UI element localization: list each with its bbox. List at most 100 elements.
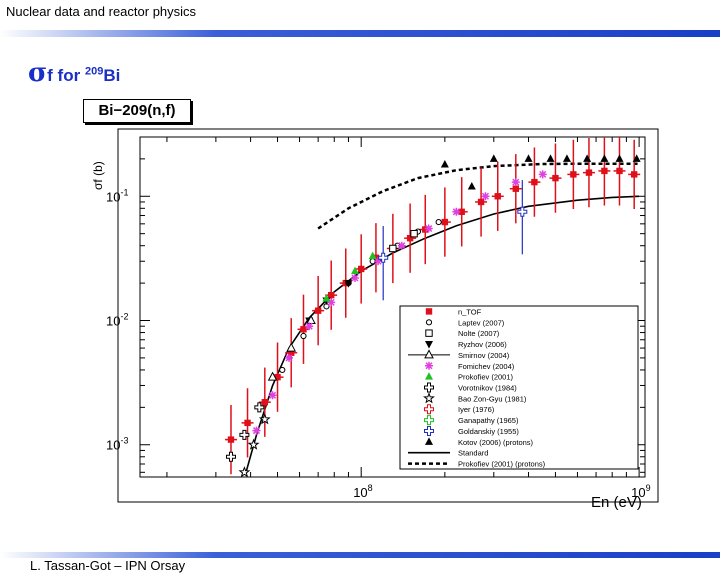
data-point xyxy=(300,332,307,340)
data-point xyxy=(374,257,383,266)
legend-marker xyxy=(425,372,433,380)
data-point xyxy=(630,171,638,178)
legend-label: Iyer (1976) xyxy=(458,405,495,414)
data-point xyxy=(244,419,251,427)
legend-label: Fomichev (2004) xyxy=(458,362,515,371)
legend-marker xyxy=(424,425,434,436)
legend-marker xyxy=(425,361,433,370)
data-point xyxy=(279,366,286,374)
data-point xyxy=(322,294,331,302)
data-point xyxy=(424,224,433,233)
data-point xyxy=(305,322,314,331)
data-point xyxy=(511,178,520,187)
data-point xyxy=(406,234,414,242)
data-point xyxy=(267,371,278,381)
data-point xyxy=(286,342,297,352)
data-point xyxy=(238,466,251,477)
data-point xyxy=(632,154,641,162)
legend-marker xyxy=(425,329,433,337)
legend-label: Standard xyxy=(458,449,488,458)
element-symbol: Bi xyxy=(103,66,121,85)
data-point xyxy=(435,218,442,226)
data-point xyxy=(247,438,260,450)
legend-label: Prokofiev (2001) (protons) xyxy=(458,460,546,469)
legend-label: Kotov (2006) (protons) xyxy=(458,438,534,447)
legend-marker xyxy=(424,404,434,415)
data-point xyxy=(615,154,624,162)
data-point xyxy=(538,170,547,179)
data-point xyxy=(467,181,476,190)
data-point xyxy=(477,198,485,206)
data-point xyxy=(601,167,608,175)
data-point xyxy=(368,251,377,260)
data-point xyxy=(351,273,359,282)
data-point xyxy=(410,229,418,238)
data-point xyxy=(274,373,281,381)
legend-marker xyxy=(425,341,433,349)
legend-marker xyxy=(424,415,434,426)
data-layer xyxy=(224,137,641,477)
sigma-symbol: σ xyxy=(28,58,48,88)
footer-divider xyxy=(0,552,720,558)
data-point xyxy=(562,154,571,162)
header-divider xyxy=(0,30,720,37)
data-point xyxy=(552,174,559,182)
data-point xyxy=(357,265,365,273)
data-point xyxy=(546,154,555,162)
data-point xyxy=(452,207,461,216)
series-curve xyxy=(317,162,640,230)
data-point xyxy=(327,298,336,307)
data-point xyxy=(397,241,406,250)
legend-marker xyxy=(425,437,433,445)
data-point xyxy=(517,206,528,217)
legend-marker xyxy=(423,392,435,404)
data-point xyxy=(328,291,335,299)
data-point xyxy=(389,244,397,253)
y-axis-label: σf (b) xyxy=(91,161,105,190)
data-point xyxy=(600,154,609,162)
data-point xyxy=(344,280,353,288)
legend-marker xyxy=(424,382,434,393)
data-point xyxy=(288,349,295,356)
data-point xyxy=(350,266,359,275)
footer-credit: L. Tassan-Got – IPN Orsay xyxy=(30,558,186,573)
data-point xyxy=(252,426,261,435)
data-point xyxy=(239,429,250,440)
data-point xyxy=(531,178,538,186)
legend-label: Ryzhov (2006) xyxy=(458,340,507,349)
data-point xyxy=(570,171,577,178)
legend-label: n_TOF xyxy=(458,307,482,316)
legend-label: Goldanskiy (1955) xyxy=(458,427,519,436)
legend-label: Prokofiev (2001) xyxy=(458,373,514,382)
data-point xyxy=(258,413,271,425)
legend-label: Laptev (2007) xyxy=(458,318,505,327)
data-point xyxy=(440,160,449,168)
legend-label: Bao Zon-Gyu (1981) xyxy=(458,394,527,403)
slide-title: σf for 209Bi xyxy=(28,58,120,88)
data-point xyxy=(524,154,533,162)
data-point xyxy=(616,167,623,175)
data-point xyxy=(314,307,322,314)
data-point xyxy=(261,399,269,406)
data-point xyxy=(300,326,307,333)
data-point xyxy=(583,154,592,162)
data-point xyxy=(268,391,277,400)
data-point xyxy=(512,185,519,192)
data-point xyxy=(489,154,498,162)
legend-label: Smirnov (2004) xyxy=(458,351,510,360)
data-point xyxy=(494,193,501,200)
data-point xyxy=(458,208,465,215)
x-axis-label: En (eV) xyxy=(591,494,642,511)
data-point xyxy=(481,192,490,201)
data-point xyxy=(285,353,294,362)
slide-title-text: f for xyxy=(47,66,85,85)
legend-marker xyxy=(425,319,433,326)
header-title: Nuclear data and reactor physics xyxy=(6,4,197,19)
mass-number: 209 xyxy=(84,65,104,78)
data-point xyxy=(254,402,265,413)
legend-label: Ganapathy (1965) xyxy=(458,416,519,425)
data-point xyxy=(227,436,235,443)
data-point xyxy=(378,252,389,263)
legend-marker xyxy=(425,308,433,315)
